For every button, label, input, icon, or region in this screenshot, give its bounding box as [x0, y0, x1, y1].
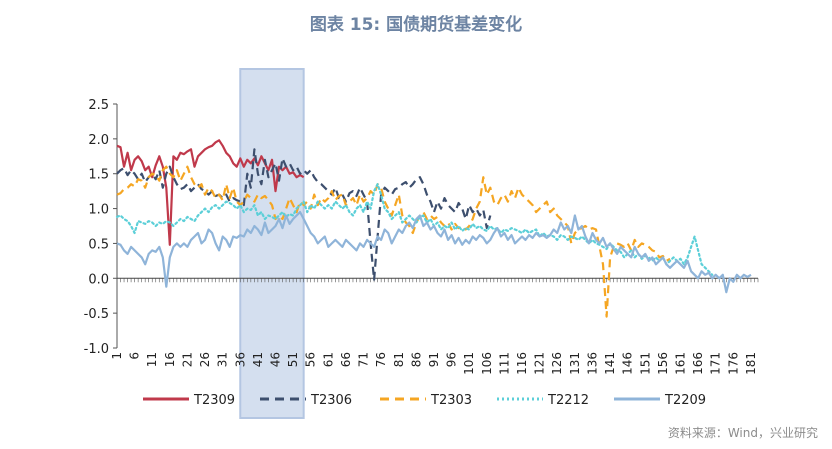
- legend-label-t2303: T2303: [430, 393, 472, 408]
- x-tick-label: 11: [145, 352, 159, 367]
- x-tick-label: 161: [674, 352, 688, 375]
- x-tick-label: 96: [445, 352, 459, 367]
- x-tick-label: 66: [339, 352, 353, 367]
- x-tick-label: 111: [497, 352, 511, 375]
- x-tick-label: 71: [357, 352, 371, 367]
- x-tick-label: 16: [163, 352, 177, 367]
- x-tick-label: 151: [638, 352, 652, 375]
- x-tick-label: 61: [321, 352, 335, 367]
- series-line-t2209: [116, 211, 752, 294]
- x-tick-label: 106: [480, 352, 494, 375]
- series-line-t2309: [116, 139, 305, 246]
- x-tick-label: 171: [709, 352, 723, 375]
- chart-title: 图表 15: 国债期货基差变化: [309, 15, 523, 35]
- x-tick-label: 81: [392, 352, 406, 367]
- x-tick-label: 76: [374, 352, 388, 367]
- y-tick-label: -0.5: [84, 307, 109, 322]
- y-tick-label: 0.0: [88, 272, 109, 287]
- legend-label-t2212: T2212: [547, 393, 589, 408]
- x-tick-label: 6: [128, 352, 142, 360]
- x-tick-label: 26: [198, 352, 212, 367]
- x-tick-label: 166: [691, 352, 705, 375]
- x-tick-label: 91: [427, 352, 441, 367]
- x-tick-label: 176: [726, 352, 740, 375]
- x-tick-label: 21: [180, 352, 194, 367]
- x-tick-label: 181: [744, 352, 758, 375]
- highlight-band: [239, 68, 305, 419]
- y-tick-label: 1.0: [88, 203, 109, 218]
- x-tick-label: 156: [656, 352, 670, 375]
- legend-label-t2209: T2209: [664, 393, 706, 408]
- x-tick-label: 1: [110, 352, 124, 360]
- x-tick-label: 101: [462, 352, 476, 375]
- y-tick-label: 2.0: [88, 133, 109, 148]
- y-tick-label: 0.5: [88, 237, 109, 252]
- x-tick-label: 36: [233, 352, 247, 367]
- x-tick-label: 141: [603, 352, 617, 375]
- x-tick-label: 121: [533, 352, 547, 375]
- x-tick-label: 56: [304, 352, 318, 367]
- x-tick-label: 86: [409, 352, 423, 367]
- x-tick-label: 46: [268, 352, 282, 367]
- x-tick-label: 31: [216, 352, 230, 367]
- x-tick-label: 146: [621, 352, 635, 375]
- x-tick-label: 126: [550, 352, 564, 375]
- y-tick-label: -1.0: [84, 342, 109, 357]
- x-tick-label: 116: [515, 352, 529, 375]
- legend-label-t2306: T2306: [310, 393, 352, 408]
- y-tick-label: 2.5: [88, 98, 109, 113]
- y-tick-label: 1.5: [88, 168, 109, 183]
- chart-source: 资料来源：Wind，兴业研究: [667, 426, 818, 440]
- x-tick-label: 136: [585, 352, 599, 375]
- x-tick-label: 51: [286, 352, 300, 367]
- x-tick-label: 131: [568, 352, 582, 375]
- x-tick-label: 41: [251, 352, 265, 367]
- legend-label-t2309: T2309: [193, 393, 235, 408]
